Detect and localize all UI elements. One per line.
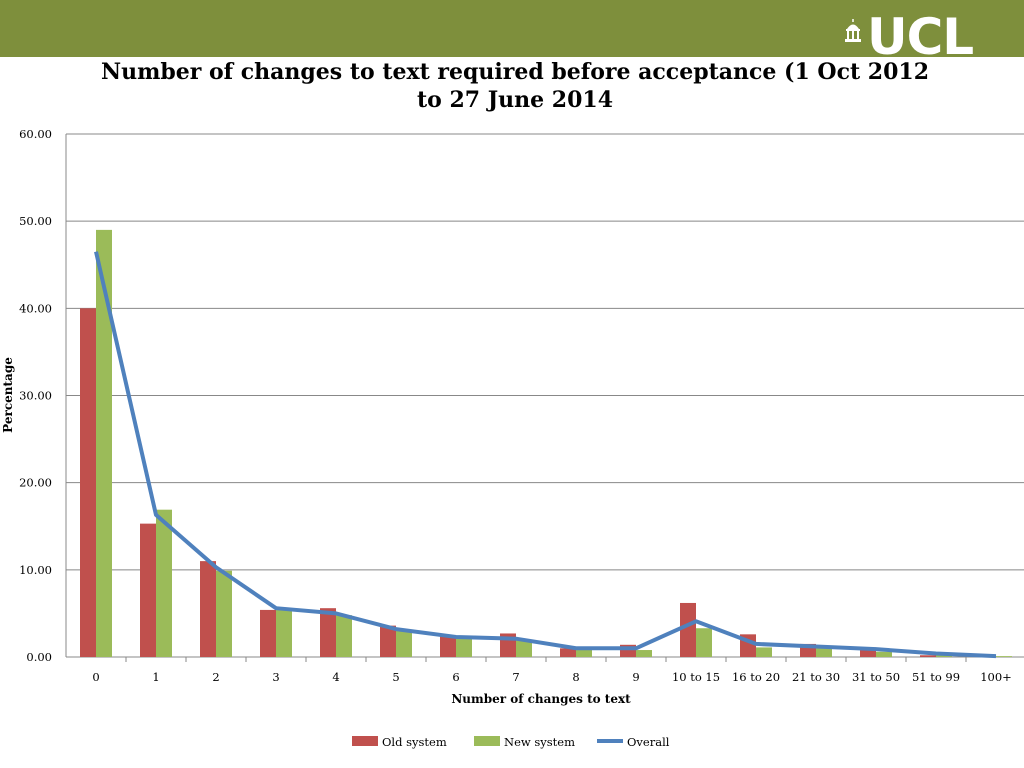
bar-new-system [816, 648, 832, 657]
bar-old-system [380, 625, 396, 657]
bar-old-system [560, 648, 576, 657]
ucl-logo: UCL [843, 8, 1003, 66]
legend-label: New system [504, 735, 575, 749]
bar-old-system [680, 602, 696, 657]
bar-old-system [260, 609, 276, 657]
y-tick-label: 20.00 [19, 476, 52, 490]
x-axis-title: Number of changes to text [451, 692, 631, 706]
x-tick-label: 21 to 30 [792, 670, 840, 684]
bar-new-system [516, 639, 532, 657]
y-tick-label: 60.00 [19, 127, 52, 141]
bar-new-system [276, 608, 292, 657]
x-tick-label: 0 [92, 670, 99, 684]
bar-new-system [456, 637, 472, 657]
x-tick-label: 100+ [980, 670, 1012, 684]
bar-new-system [96, 229, 112, 657]
line-overall [94, 251, 997, 659]
bar-new-system [336, 615, 352, 657]
ucl-logo-text: UCL [867, 8, 974, 66]
x-tick-label: 10 to 15 [672, 670, 720, 684]
y-tick-label: 50.00 [19, 214, 52, 228]
x-tick-label: 2 [212, 670, 219, 684]
bar-old-system [920, 655, 936, 657]
bar-old-system [80, 308, 96, 657]
x-tick-label: 16 to 20 [732, 670, 780, 684]
x-tick-label: 4 [332, 670, 339, 684]
bar-new-system [876, 651, 892, 657]
x-tick-label: 8 [572, 670, 579, 684]
bar-old-system [320, 608, 336, 657]
bar-new-system [636, 650, 652, 657]
y-tick-label: 10.00 [19, 563, 52, 577]
x-tick-label: 3 [272, 670, 279, 684]
bar-new-system [576, 648, 592, 657]
x-tick-label: 1 [152, 670, 159, 684]
x-tick-label: 5 [392, 670, 399, 684]
y-tick-label: 30.00 [19, 389, 52, 403]
y-tick-label: 40.00 [19, 301, 52, 315]
bar-new-system [756, 647, 772, 657]
legend-label: Old system [382, 735, 447, 749]
bar-new-system [156, 509, 172, 657]
x-tick-label: 51 to 99 [912, 670, 960, 684]
bar-new-system [996, 656, 1012, 657]
x-tick-label: 9 [632, 670, 639, 684]
bar-new-system [216, 570, 232, 657]
y-axis-title: Percentage [1, 357, 15, 433]
building-dome-icon [845, 19, 861, 42]
legend-label: Overall [627, 735, 670, 749]
bar-old-system [200, 561, 216, 657]
x-tick-label: 7 [512, 670, 519, 684]
legend-swatch-old-system [352, 736, 378, 746]
bar-old-system [440, 636, 456, 657]
bar-new-system [696, 628, 712, 657]
bar-old-system [140, 523, 156, 657]
legend-swatch-new-system [474, 736, 500, 746]
chart-title: Number of changes to text required befor… [100, 59, 930, 113]
bar-old-system [860, 647, 876, 657]
y-tick-label: 0.00 [26, 650, 52, 664]
bar-new-system [936, 655, 952, 657]
x-tick-label: 6 [452, 670, 459, 684]
x-tick-label: 31 to 50 [852, 670, 900, 684]
bar-new-system [396, 629, 412, 657]
